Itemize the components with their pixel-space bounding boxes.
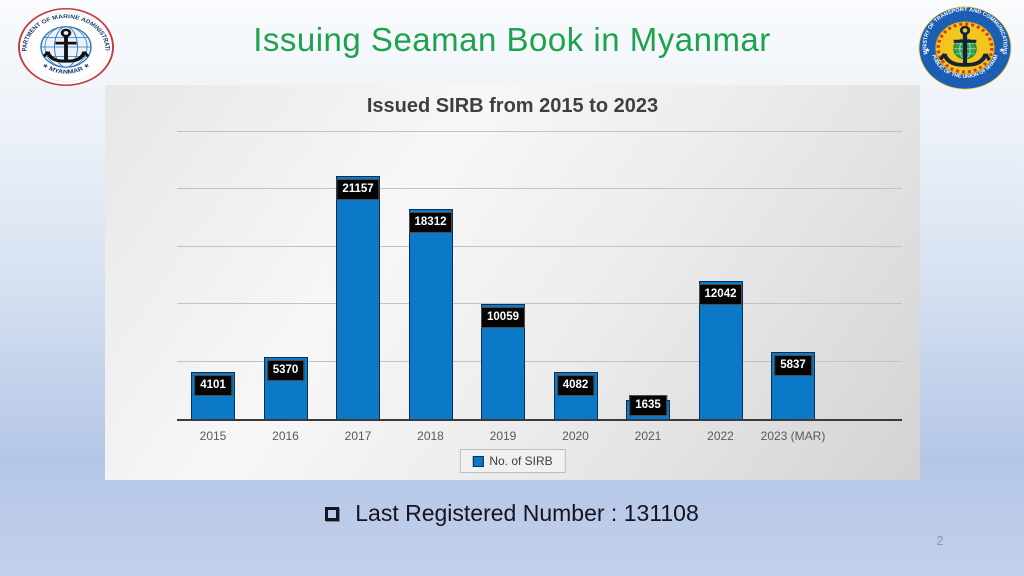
gridline [177,246,902,247]
motc-star-left: ★ [925,47,931,54]
x-axis-tick-label: 2019 [489,429,517,443]
motc-logo: MINISTRY OF TRANSPORT AND COMMUNICATIONS… [916,2,1012,90]
slide-header: DEPARTMENT OF MARINE ADMINISTRATION ★ MY… [0,0,1024,90]
gridline [177,361,902,362]
footer-note-text: Last Registered Number : 131108 [355,500,699,526]
gridline [177,303,902,304]
dma-emblem-icon: DEPARTMENT OF MARINE ADMINISTRATION ★ MY… [15,4,114,86]
bar-value-label: 12042 [698,283,743,305]
legend-label: No. of SIRB [489,454,553,468]
x-axis-tick-label: 2020 [562,429,589,443]
bar-value-label: 5837 [774,354,812,376]
x-axis-tick-label: 2022 [707,429,734,443]
bar-value-label: 18312 [408,211,453,233]
square-bullet-icon [325,506,340,521]
chart-legend: No. of SIRB [459,449,566,473]
plot-area: 4101 2015 5370 2016 21157 2017 18312 2018 10059 2… [177,85,902,443]
anchor-icon [939,25,991,67]
bar-value-label: 21157 [336,178,380,200]
bar-value-label: 4101 [194,374,232,396]
bar-value-label: 4082 [556,374,595,396]
page-number: 2 [936,533,944,548]
anchor-icon [42,28,90,63]
x-axis-tick-label: 2016 [272,429,299,443]
page-title: Issuing Seaman Book in Myanmar [253,21,771,58]
x-axis-tick-label: 2023 (MAR) [760,429,826,443]
x-axis-tick-label: 2015 [199,429,227,443]
dma-logo: DEPARTMENT OF MARINE ADMINISTRATION ★ MY… [15,4,114,86]
x-axis-tick-label: 2021 [634,429,662,443]
gridline [177,188,902,189]
footer-note: Last Registered Number : 131108 [0,500,1024,527]
motc-emblem-icon: MINISTRY OF TRANSPORT AND COMMUNICATIONS… [916,2,1012,90]
chart-title: Issued SIRB from 2015 to 2023 [366,95,659,117]
x-axis-tick-label: 2017 [344,429,372,443]
bar-value-label: 10059 [481,306,525,328]
motc-star-right: ★ [999,47,1005,54]
bar-2018 [409,209,453,419]
bar-2017 [336,176,380,419]
chart-panel: Issued SIRB from 2015 to 2023 4101 2015 53… [105,85,920,480]
bar-value-label: 1635 [629,394,667,416]
x-axis-tick-label: 2018 [417,429,444,443]
legend-swatch-icon [472,455,484,467]
gridline [177,131,902,132]
bar-value-label: 5370 [266,359,305,381]
